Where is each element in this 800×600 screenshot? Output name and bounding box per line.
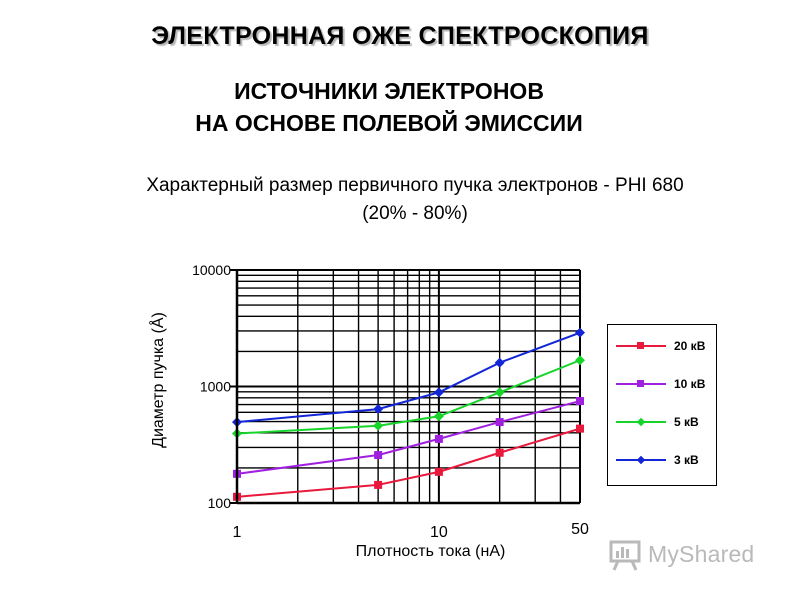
series-line — [236, 331, 581, 424]
legend-label: 20 кВ — [674, 339, 706, 353]
data-point-diamond — [373, 404, 384, 415]
data-point-square — [495, 418, 504, 427]
series-line — [236, 427, 581, 498]
x-tick-label: 1 — [233, 524, 242, 541]
chart-grid — [236, 269, 581, 504]
y-axis-label: Диаметр пучка (Å) — [148, 312, 167, 448]
x-tick-label: 10 — [430, 524, 448, 541]
y-tick-label: 1000 — [200, 379, 231, 395]
watermark: MyShared — [608, 538, 778, 572]
subtitle-line-2: НА ОСНОВЕ ПОЛЕВОЙ ЭМИССИИ — [195, 110, 583, 136]
legend-marker — [636, 455, 646, 465]
data-point-square — [374, 480, 383, 489]
chart-caption-line-2: (20% - 80%) — [362, 203, 468, 224]
legend-item: 3 кВ — [608, 451, 716, 467]
data-point-diamond — [575, 355, 585, 366]
legend-label: 5 кВ — [674, 415, 699, 429]
data-point-square — [495, 448, 504, 457]
data-point-square — [576, 424, 584, 433]
data-point-diamond — [433, 387, 444, 398]
data-point-square — [576, 397, 584, 406]
legend-item: 5 кВ — [608, 413, 716, 429]
series-line — [236, 359, 581, 435]
chart-legend: 20 кВ 10 кВ 5 кВ 3 кВ — [607, 324, 717, 486]
y-tick-label: 100 — [208, 495, 232, 511]
legend-label: 3 кВ — [674, 453, 699, 467]
data-point-diamond — [494, 387, 505, 398]
x-tick-label: 50 — [571, 521, 589, 538]
data-point-square — [434, 434, 443, 443]
data-point-diamond — [433, 411, 444, 422]
legend-label: 10 кВ — [674, 377, 706, 391]
legend-item: 10 кВ — [608, 375, 716, 391]
legend-marker — [636, 417, 646, 427]
subtitle-line-1: ИСТОЧНИКИ ЭЛЕКТРОНОВ — [234, 78, 544, 104]
data-point-square — [434, 467, 443, 476]
watermark-text: MyShared — [648, 541, 755, 567]
data-point-diamond — [494, 357, 505, 368]
x-axis-label: Плотность тока (нА) — [356, 543, 506, 560]
chart-axes: 100 1000 10000 1 10 50 Плотность тока (нА) Диам… — [148, 262, 589, 560]
presentation-board-icon — [608, 538, 642, 572]
y-tick-label: 10000 — [192, 262, 231, 278]
data-point-square — [374, 451, 383, 460]
legend-marker — [637, 380, 644, 387]
legend-marker — [637, 342, 644, 349]
data-point-diamond — [373, 420, 384, 431]
chart-caption-line-1: Характерный размер первичного пучка элек… — [146, 175, 684, 196]
page-title: ЭЛЕКТРОННАЯ ОЖЕ СПЕКТРОСКОПИЯ — [151, 22, 649, 50]
legend-item: 20 кВ — [608, 337, 716, 353]
data-point-diamond — [575, 327, 585, 338]
chart-series — [232, 327, 585, 501]
